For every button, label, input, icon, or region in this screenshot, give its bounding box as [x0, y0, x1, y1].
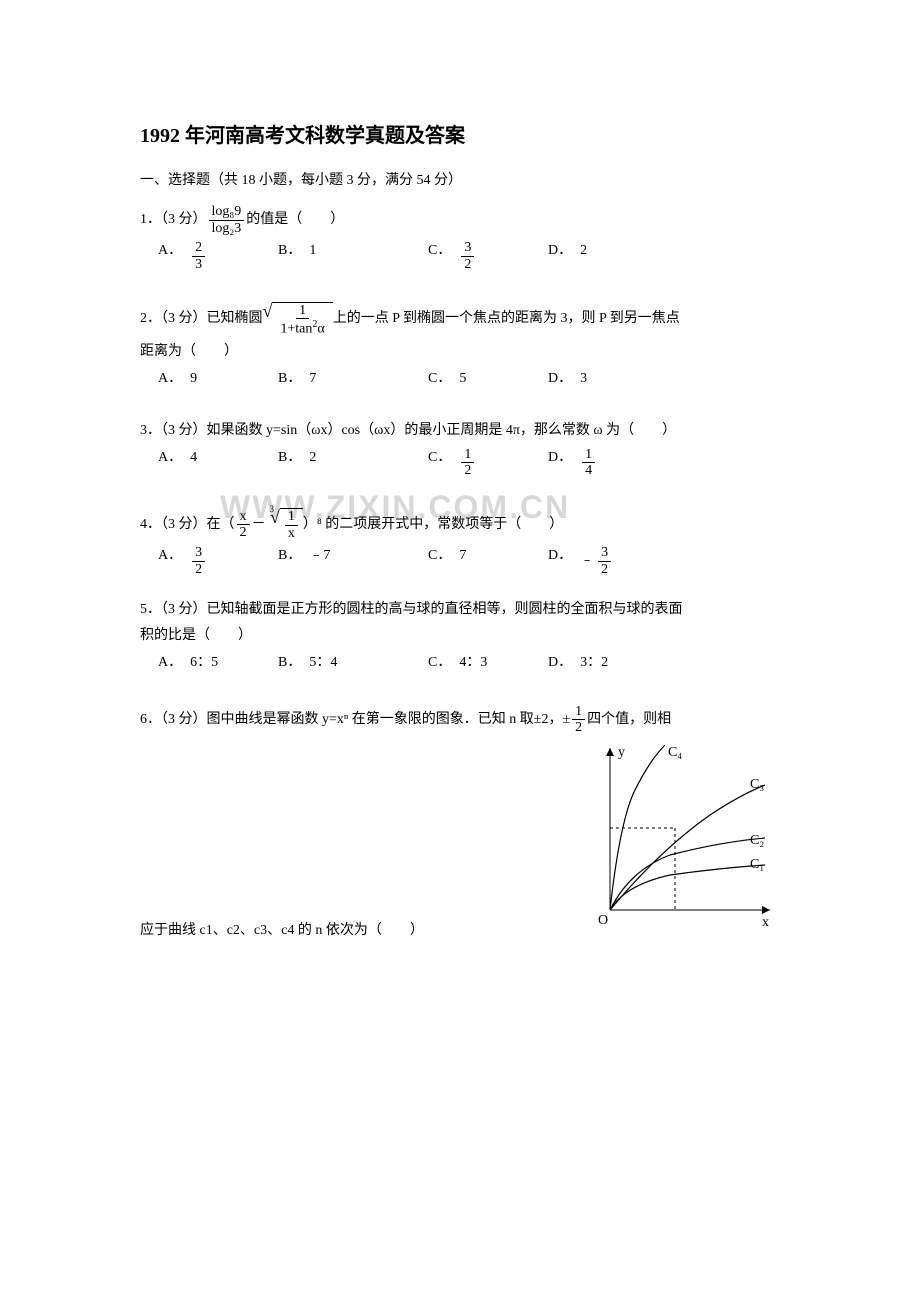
- fraction-icon: 3 2: [598, 545, 611, 577]
- question-1: 1．（3 分） log₈9 log₂3 的值是（ ） A． 2 3 B．: [140, 204, 780, 272]
- fraction-icon: 2 3: [192, 240, 205, 272]
- q1-tail: 的值是（ ）: [246, 209, 344, 231]
- q5-choice-b: B． 5：4: [278, 652, 388, 674]
- graph-svg: y x O C₄ C₃ C₂ C₁: [540, 740, 780, 950]
- axis-label-y: y: [618, 745, 625, 760]
- q2-choice-d: D． 3: [548, 368, 628, 390]
- q4-choice-b: B． ﹣7: [278, 545, 388, 567]
- q3-lead: 3．（3 分）如果函数 y=sin（ωx）cos（ωx）的最小正周期是 4π，那…: [140, 420, 676, 442]
- q6-lead: 6．（3 分）图中曲线是幂函数 y=xⁿ 在第一象限的图象．已知 n 取±2，±: [140, 709, 570, 731]
- curve-label-c1: C₁: [750, 857, 764, 872]
- q5-line1: 5．（3 分）已知轴截面是正方形的圆柱的高与球的直径相等，则圆柱的全面积与球的表…: [140, 599, 683, 621]
- q1-fraction: log₈9 log₂3: [209, 204, 245, 236]
- q5-line2: 积的比是（ ）: [140, 625, 252, 647]
- q4-choice-c: C． 7: [428, 545, 508, 567]
- q6-tail1: 四个值，则相: [587, 709, 671, 731]
- fraction-icon: 1 2: [572, 704, 585, 736]
- fraction-icon: 1 2: [461, 447, 474, 479]
- q4-choice-a: A． 3 2: [158, 545, 238, 577]
- curve-c3: [610, 785, 765, 910]
- fraction-icon: x 2: [237, 509, 250, 541]
- q3-choice-b: B． 2: [278, 447, 388, 469]
- q1-lead: 1．（3 分）: [140, 209, 207, 231]
- question-4: WWW.ZIXIN.COM.CN 4．（3 分）在（ x 2 － 3 √ 1 x: [140, 508, 780, 577]
- q3-choice-c: C． 1 2: [428, 447, 508, 479]
- curve-c1: [610, 865, 765, 910]
- question-6: 6．（3 分）图中曲线是幂函数 y=xⁿ 在第一象限的图象．已知 n 取±2，±…: [140, 704, 780, 958]
- power-function-graph: y x O C₄ C₃ C₂ C₁: [540, 740, 780, 958]
- page-title: 1992 年河南高考文科数学真题及答案: [140, 120, 780, 152]
- axis-label-x: x: [762, 915, 769, 930]
- q1-choice-d: D． 2: [548, 240, 628, 262]
- curve-label-c3: C₃: [750, 777, 764, 792]
- q2-choice-c: C． 5: [428, 368, 508, 390]
- q2-choice-a: A． 9: [158, 368, 238, 390]
- q2-choice-b: B． 7: [278, 368, 388, 390]
- root-icon: 3 √ 1 x: [266, 508, 303, 541]
- question-5: 5．（3 分）已知轴截面是正方形的圆柱的高与球的直径相等，则圆柱的全面积与球的表…: [140, 599, 780, 674]
- sqrt-icon: √ 1 1+tan2α: [263, 302, 333, 337]
- curve-label-c2: C₂: [750, 833, 764, 848]
- q5-choice-c: C． 4：3: [428, 652, 508, 674]
- q6-tail2: 应于曲线 c1、c2、c3、c4 的 n 依次为（ ）: [140, 920, 424, 942]
- arrow-icon: [762, 906, 770, 914]
- q2-tail1: 上的一点 P 到椭圆一个焦点的距离为 3，则 P 到另一焦点: [333, 308, 680, 330]
- q4-choice-d: D． ﹣ 3 2: [548, 545, 638, 577]
- curve-label-c4: C₄: [668, 745, 682, 760]
- curve-c2: [610, 838, 765, 910]
- origin-label: O: [598, 913, 608, 928]
- q1-choice-c: C． 3 2: [428, 240, 508, 272]
- q3-choice-d: D． 1 4: [548, 447, 628, 479]
- q4-lead: 4．（3 分）在（: [140, 514, 235, 536]
- section-heading: 一、选择题（共 18 小题，每小题 3 分，满分 54 分）: [140, 170, 780, 192]
- fraction-icon: 3 2: [192, 545, 205, 577]
- q5-choice-d: D． 3：2: [548, 652, 628, 674]
- fraction-icon: 3 2: [461, 240, 474, 272]
- arrow-icon: [606, 748, 614, 756]
- q1-choice-b: B． 1: [278, 240, 388, 262]
- fraction-icon: 1 4: [582, 447, 595, 479]
- q4-tail: ）⁸ 的二项展开式中，常数项等于（ ）: [303, 514, 563, 536]
- q5-choice-a: A． 6：5: [158, 652, 238, 674]
- q3-choice-a: A． 4: [158, 447, 238, 469]
- question-3: 3．（3 分）如果函数 y=sin（ωx）cos（ωx）的最小正周期是 4π，那…: [140, 420, 780, 478]
- q2-lead: 2．（3 分）已知椭圆: [140, 308, 263, 330]
- q2-tail2: 距离为（ ）: [140, 341, 238, 363]
- question-2: 2．（3 分）已知椭圆 √ 1 1+tan2α 上的一点 P 到椭圆一个焦点的距…: [140, 302, 780, 390]
- q1-choice-a: A． 2 3: [158, 240, 238, 272]
